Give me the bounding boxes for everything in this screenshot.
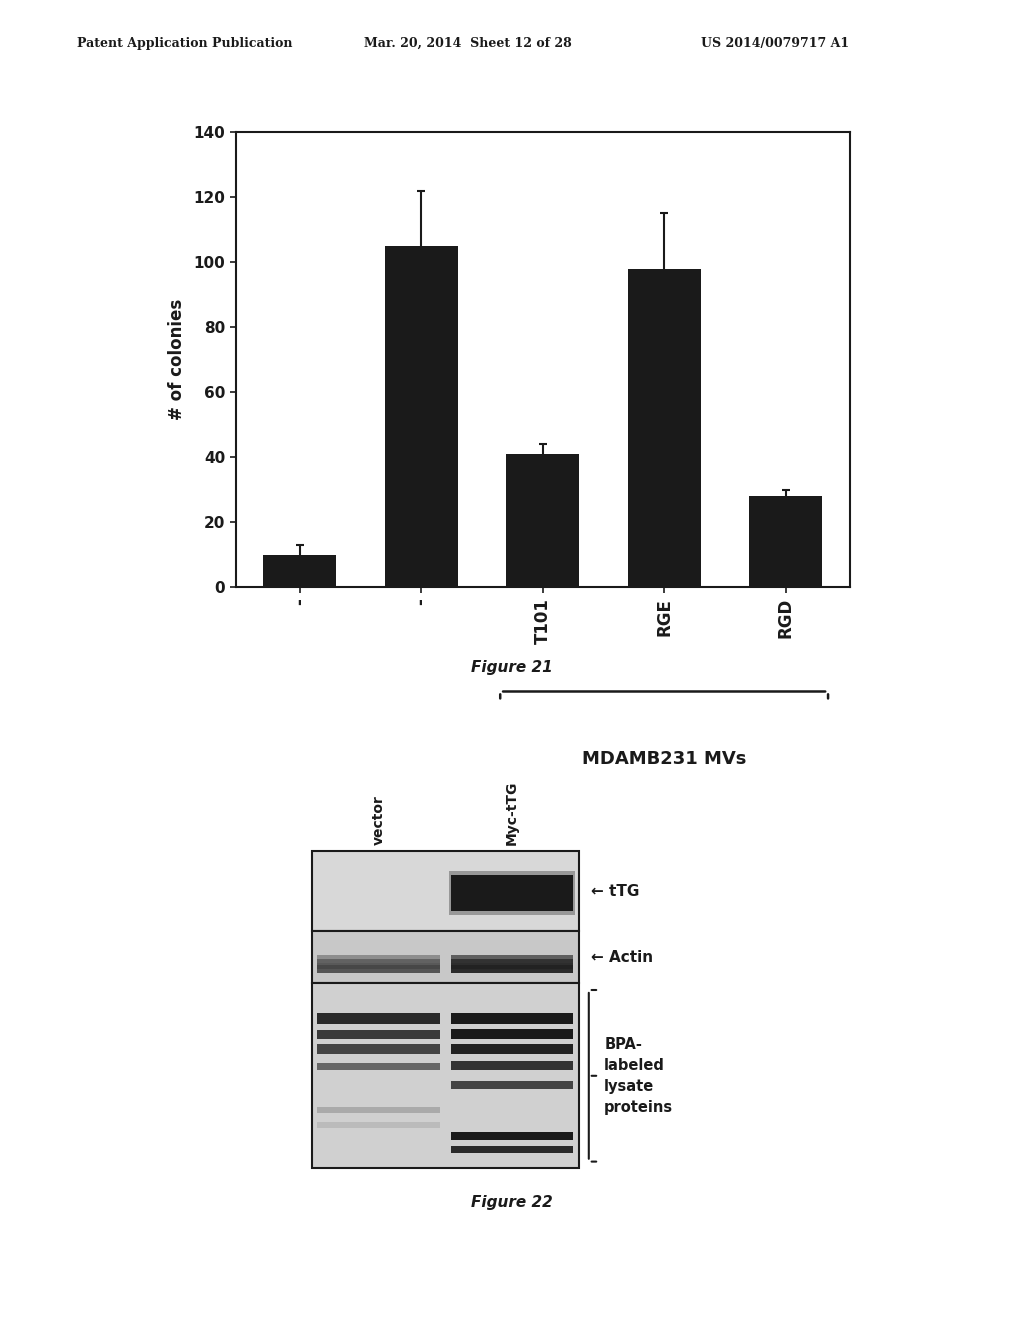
Text: Myc-tTG: Myc-tTG bbox=[505, 780, 519, 845]
Bar bbox=[750, 496, 822, 587]
Text: Mar. 20, 2014  Sheet 12 of 28: Mar. 20, 2014 Sheet 12 of 28 bbox=[364, 37, 571, 50]
Bar bbox=[385, 246, 458, 587]
Text: Figure 22: Figure 22 bbox=[471, 1195, 553, 1209]
Text: US 2014/0079717 A1: US 2014/0079717 A1 bbox=[701, 37, 850, 50]
Text: ← Actin: ← Actin bbox=[591, 949, 653, 965]
Text: MDAMB231 MVs: MDAMB231 MVs bbox=[582, 750, 746, 768]
Text: BPA-
labeled
lysate
proteins: BPA- labeled lysate proteins bbox=[604, 1036, 674, 1115]
Bar bbox=[263, 554, 336, 587]
Text: ← tTG: ← tTG bbox=[591, 883, 639, 899]
Y-axis label: # of colonies: # of colonies bbox=[168, 300, 186, 420]
Text: vector: vector bbox=[372, 795, 386, 845]
Bar bbox=[628, 268, 700, 587]
Text: Figure 21: Figure 21 bbox=[471, 660, 553, 675]
Bar bbox=[506, 454, 580, 587]
Text: Patent Application Publication: Patent Application Publication bbox=[77, 37, 292, 50]
